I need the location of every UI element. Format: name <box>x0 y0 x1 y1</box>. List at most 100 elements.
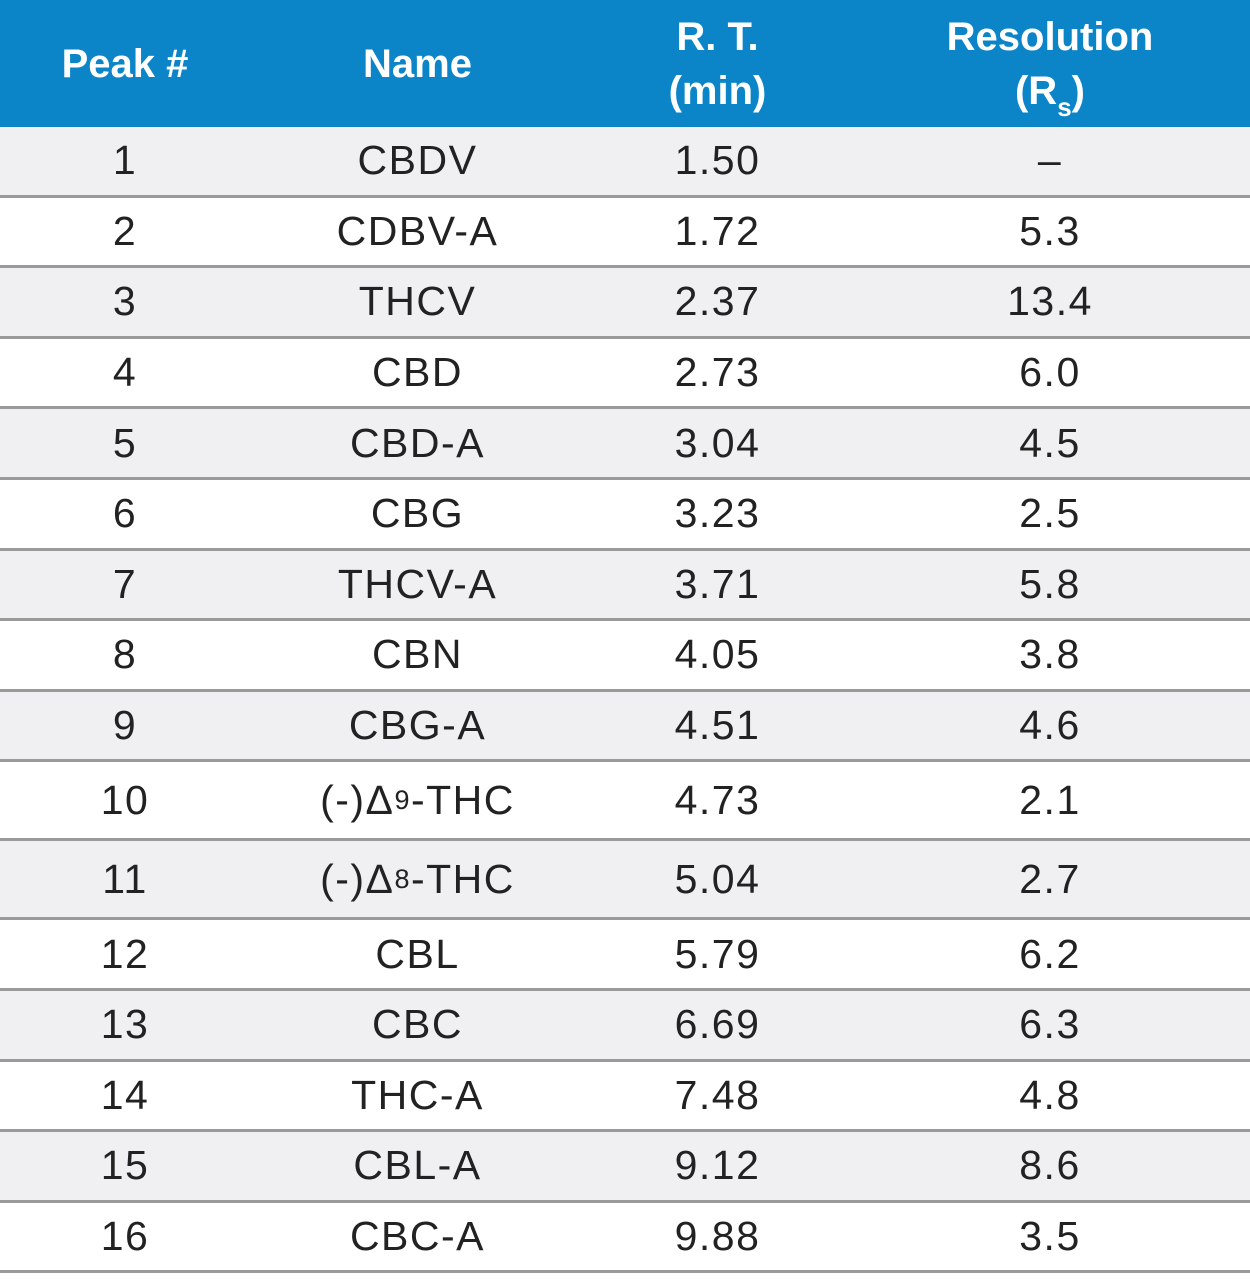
cell-rt: 6.69 <box>585 991 850 1059</box>
retention-time: 6.69 <box>674 1001 761 1048</box>
cell-peak: 16 <box>0 1203 250 1271</box>
cell-resolution: 5.8 <box>850 551 1250 619</box>
compound-name: CBDV <box>357 137 478 184</box>
cell-resolution: 2.7 <box>850 841 1250 917</box>
cell-name: THCV <box>250 268 585 336</box>
cell-name: CBG <box>250 480 585 548</box>
header-resolution-prefix: (R <box>1014 68 1058 113</box>
retention-time: 5.04 <box>674 855 761 902</box>
table-row: 11 (-)Δ 8 -THC 5.04 2.7 <box>0 841 1250 921</box>
cell-resolution: 8.6 <box>850 1132 1250 1200</box>
cell-resolution: 4.8 <box>850 1062 1250 1130</box>
retention-time: 4.05 <box>674 631 761 678</box>
cell-peak: 9 <box>0 692 250 760</box>
retention-time: 4.51 <box>674 702 761 749</box>
table-row: 10 (-)Δ 9 -THC 4.73 2.1 <box>0 762 1250 842</box>
cell-name: CBC <box>250 991 585 1059</box>
cell-rt: 3.71 <box>585 551 850 619</box>
resolution-value: 6.0 <box>1019 349 1081 396</box>
resolution-value: 3.5 <box>1019 1213 1081 1260</box>
table-row: 14 THC-A 7.48 4.8 <box>0 1061 1250 1133</box>
retention-time: 9.88 <box>674 1213 761 1260</box>
cell-rt: 4.05 <box>585 621 850 689</box>
resolution-value: 4.8 <box>1019 1071 1081 1118</box>
retention-time: 2.37 <box>674 278 761 325</box>
table-row: 1 CBDV 1.50 – <box>0 127 1250 198</box>
compound-name: CBL <box>375 930 460 977</box>
cell-rt: 4.73 <box>585 762 850 838</box>
cell-peak: 6 <box>0 480 250 548</box>
cell-resolution: 5.3 <box>850 198 1250 266</box>
cell-peak: 3 <box>0 268 250 336</box>
retention-time: 7.48 <box>674 1071 761 1118</box>
resolution-value: 4.5 <box>1019 419 1081 466</box>
header-rt-line1: R. T. <box>676 14 759 59</box>
cell-name: CBG-A <box>250 692 585 760</box>
cell-name: (-)Δ 8 -THC <box>320 855 515 902</box>
cell-resolution: 2.5 <box>850 480 1250 548</box>
header-name-label: Name <box>363 41 472 86</box>
retention-time: 5.79 <box>674 930 761 977</box>
resolution-value: 3.8 <box>1019 631 1081 678</box>
cell-peak: 2 <box>0 198 250 266</box>
cell-peak: 14 <box>0 1062 250 1130</box>
resolution-value: 8.6 <box>1019 1142 1081 1189</box>
table-header: Peak # Name R. T. (min) Resolution (Rs) <box>0 0 1250 127</box>
retention-time: 9.12 <box>674 1142 761 1189</box>
retention-time: 1.50 <box>674 137 761 184</box>
table-row: 7 THCV-A 3.71 5.8 <box>0 550 1250 622</box>
compound-name: THCV-A <box>337 560 498 607</box>
cell-rt: 7.48 <box>585 1062 850 1130</box>
header-peak: Peak # <box>0 0 250 127</box>
cell-rt: 9.88 <box>585 1203 850 1271</box>
cell-resolution: 6.0 <box>850 339 1250 407</box>
header-resolution-suffix: ) <box>1071 68 1085 113</box>
peak-number: 16 <box>100 1213 150 1260</box>
compound-name: CBC-A <box>349 1213 486 1260</box>
resolution-value: – <box>1037 137 1063 184</box>
peak-number: 3 <box>112 278 138 325</box>
table-row: 5 CBD-A 3.04 4.5 <box>0 409 1250 480</box>
cell-rt: 2.73 <box>585 339 850 407</box>
table-row: 6 CBG 3.23 2.5 <box>0 479 1250 551</box>
compound-name: CBG <box>370 490 465 537</box>
cell-rt: 3.04 <box>585 409 850 477</box>
cell-resolution: 6.2 <box>850 920 1250 988</box>
header-resolution-line2: (Rs) <box>1014 64 1085 120</box>
table-row: 16 CBC-A 9.88 3.5 <box>0 1202 1250 1274</box>
cell-name: CBC-A <box>250 1203 585 1271</box>
cell-resolution: 13.4 <box>850 268 1250 336</box>
compound-name-suffix: -THC <box>410 776 515 823</box>
peak-number: 9 <box>112 702 138 749</box>
compound-name: CBL-A <box>353 1142 482 1189</box>
compound-name: THC-A <box>351 1071 484 1118</box>
cell-resolution: 4.6 <box>850 692 1250 760</box>
retention-time: 2.73 <box>674 349 761 396</box>
cell-resolution: 3.5 <box>850 1203 1250 1271</box>
cell-name: CBD-A <box>250 409 585 477</box>
peak-number: 15 <box>100 1142 150 1189</box>
header-peak-label: Peak # <box>61 41 189 86</box>
cell-peak: 8 <box>0 621 250 689</box>
cell-peak: 11 <box>0 841 250 917</box>
peak-number: 11 <box>102 855 148 902</box>
table-row: 2 CDBV-A 1.72 5.3 <box>0 197 1250 269</box>
peak-number: 5 <box>112 419 138 466</box>
table-body: 1 CBDV 1.50 – 2 CDBV-A 1.72 5.3 3 THCV 2.37 13.4 4 CB… <box>0 127 1250 1274</box>
peak-number: 6 <box>112 490 138 537</box>
cell-name: CBL-A <box>250 1132 585 1200</box>
cell-peak: 1 <box>0 127 250 195</box>
table-row: 3 THCV 2.37 13.4 <box>0 268 1250 339</box>
cell-peak: 4 <box>0 339 250 407</box>
resolution-value: 4.6 <box>1019 702 1081 749</box>
compound-name: CDBV-A <box>336 207 499 254</box>
cell-rt: 5.04 <box>585 841 850 917</box>
peak-number: 12 <box>100 930 150 977</box>
header-resolution-line1: Resolution <box>946 14 1154 59</box>
peak-number: 10 <box>100 776 150 823</box>
cell-name: CDBV-A <box>250 198 585 266</box>
cell-resolution: 4.5 <box>850 409 1250 477</box>
resolution-value: 6.3 <box>1019 1001 1081 1048</box>
table-row: 4 CBD 2.73 6.0 <box>0 338 1250 410</box>
cell-resolution: 3.8 <box>850 621 1250 689</box>
